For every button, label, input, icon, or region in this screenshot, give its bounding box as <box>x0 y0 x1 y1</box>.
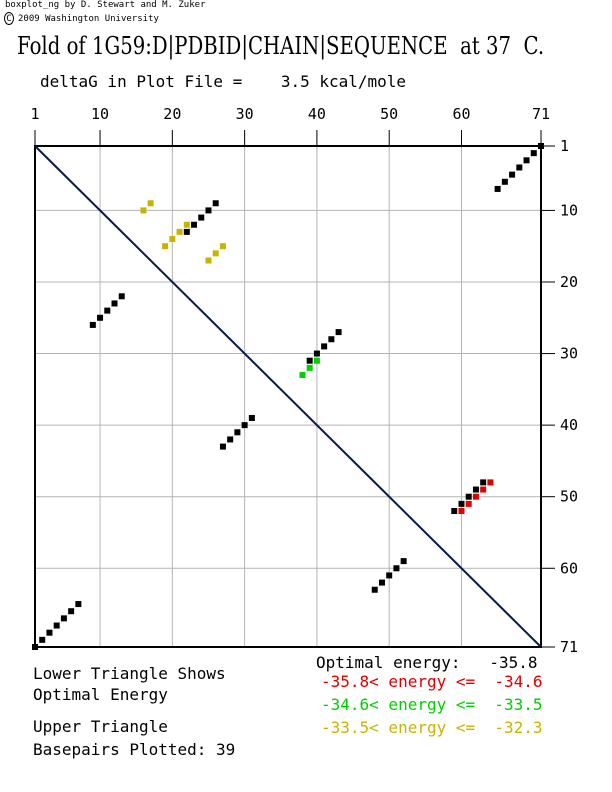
basepair-dot <box>335 329 342 336</box>
y-tick-label: 30 <box>560 345 578 363</box>
basepair-dot <box>530 150 537 157</box>
basepair-dot <box>400 558 407 565</box>
basepair-dot <box>306 364 313 371</box>
basepair-dot <box>494 185 501 192</box>
grid-lines <box>35 146 541 647</box>
basepair-dot <box>501 178 508 185</box>
diagonal-line <box>34 145 542 648</box>
basepair-dot <box>205 257 212 264</box>
x-tick-label: 60 <box>452 105 470 123</box>
basepair-dot <box>299 372 306 379</box>
basepair-dot <box>68 608 75 615</box>
plot-frame <box>34 145 542 648</box>
deltag-line: deltaG in Plot File = 3.5 kcal/mole <box>40 72 406 91</box>
plot-title: Fold of 1G59:D|PDBID|CHAIN|SEQUENCE at 3… <box>17 32 545 60</box>
basepair-dot <box>111 300 118 307</box>
basepair-dot <box>212 200 219 207</box>
basepair-dot <box>75 601 82 608</box>
basepair-dot <box>212 250 219 257</box>
basepair-dot <box>169 236 176 243</box>
basepair-dot <box>32 644 38 650</box>
x-tick-label: 20 <box>163 105 181 123</box>
basepair-dot <box>371 586 378 593</box>
basepair-dot <box>104 307 111 314</box>
x-tick-label: 1 <box>30 105 39 123</box>
basepair-dot <box>205 207 212 214</box>
x-tick-label: 71 <box>532 105 550 123</box>
x-tick-label: 40 <box>308 105 326 123</box>
basepair-dot <box>472 493 479 500</box>
basepair-dot <box>313 357 320 364</box>
basepair-dot <box>191 221 198 228</box>
basepair-dot <box>53 622 60 629</box>
basepair-dot <box>321 343 328 350</box>
basepair-dot <box>39 636 46 643</box>
basepair-dot <box>480 486 487 493</box>
x-tick-label: 10 <box>91 105 109 123</box>
basepair-dot <box>162 243 169 250</box>
basepair-dot <box>248 414 255 421</box>
basepairs-count: Basepairs Plotted: 39 <box>33 740 236 759</box>
y-tick-label: 40 <box>560 416 578 434</box>
basepair-dot <box>241 422 248 429</box>
basepair-dot <box>227 436 234 443</box>
basepair-dot <box>234 429 241 436</box>
basepair-dot <box>306 357 313 364</box>
basepair-dot <box>458 500 465 507</box>
basepair-dot <box>60 615 67 622</box>
basepair-dot <box>509 171 516 178</box>
basepair-dot <box>176 228 183 235</box>
energy-band-red: -35.8< energy <= -34.6 <box>321 672 543 691</box>
y-tick-label: 20 <box>560 273 578 291</box>
upper-triangle-label: Upper Triangle <box>33 717 168 736</box>
basepair-dot <box>219 443 226 450</box>
x-tick-label: 30 <box>236 105 254 123</box>
basepair-dot <box>378 579 385 586</box>
y-tick-label: 60 <box>560 559 578 577</box>
basepair-dot <box>313 350 320 357</box>
deltag-value: 3.5 kcal/mole <box>280 72 407 91</box>
y-tick-label: 50 <box>560 488 578 506</box>
optimal-energy: Optimal energy: -35.8 <box>316 653 538 672</box>
basepair-dot <box>465 493 472 500</box>
tick-labels: 1 10 20 30 40 50 60 71 1 10 20 30 40 50 60 71 <box>30 105 578 656</box>
basepair-dot <box>480 479 487 486</box>
y-tick-label: 10 <box>560 201 578 219</box>
basepair-dot <box>451 508 458 515</box>
lower-triangle-label-2: Optimal Energy <box>33 685 168 704</box>
lower-triangle-label-1: Lower Triangle Shows <box>33 664 226 683</box>
energy-band-yellow: -33.5< energy <= -32.3 <box>321 718 543 737</box>
deltag-label: deltaG in Plot File = <box>40 72 243 91</box>
basepair-dot <box>465 500 472 507</box>
basepair-points <box>32 143 544 650</box>
basepair-dot <box>147 200 154 207</box>
basepair-dot <box>118 293 125 300</box>
copyright-line: 2009 Washington University <box>18 14 159 24</box>
y-tick-label: 71 <box>560 638 578 656</box>
basepair-dot <box>487 479 494 486</box>
plot-border <box>34 145 542 648</box>
credit-line: boxplot_ng by D. Stewart and M. Zuker <box>5 0 206 10</box>
x-tick-label: 50 <box>380 105 398 123</box>
energy-band-green: -34.6< energy <= -33.5 <box>321 695 543 714</box>
basepair-dot <box>198 214 205 221</box>
basepair-dot <box>46 629 53 636</box>
basepair-dot <box>538 143 544 149</box>
copyright-icon: C <box>4 12 14 25</box>
basepair-dot <box>183 221 190 228</box>
basepair-dot <box>97 314 104 321</box>
basepair-dot <box>328 336 335 343</box>
basepair-dot <box>472 486 479 493</box>
basepair-dot <box>219 243 226 250</box>
basepair-dot <box>393 565 400 572</box>
basepair-dot <box>386 572 393 579</box>
basepair-dot <box>516 164 523 171</box>
basepair-dot <box>140 207 147 214</box>
basepair-dot <box>458 508 465 515</box>
basepair-dot <box>183 228 190 235</box>
y-tick-label: 1 <box>560 137 569 155</box>
basepair-dot <box>523 157 530 164</box>
basepair-dot <box>89 321 96 328</box>
